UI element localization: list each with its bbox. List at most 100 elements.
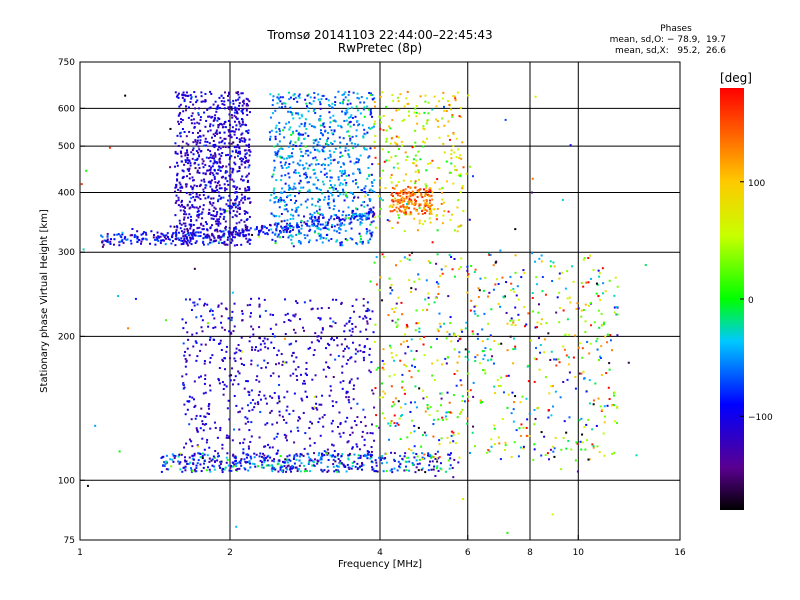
data-point — [187, 338, 190, 341]
data-point — [274, 152, 277, 155]
data-point — [321, 192, 324, 195]
data-point — [313, 465, 316, 468]
data-point — [196, 303, 199, 306]
data-point — [223, 100, 226, 103]
data-point — [413, 198, 416, 201]
data-point — [214, 207, 217, 210]
data-point — [307, 347, 310, 350]
data-point — [305, 361, 308, 364]
data-point — [186, 462, 189, 465]
data-point — [300, 397, 303, 400]
data-point — [460, 410, 463, 413]
data-point — [430, 204, 433, 207]
data-point — [549, 358, 552, 361]
data-point — [229, 199, 232, 202]
data-point — [298, 117, 301, 120]
data-point — [176, 172, 179, 175]
data-point — [235, 468, 238, 471]
data-point — [213, 317, 216, 320]
data-point — [218, 184, 221, 187]
data-point — [331, 430, 334, 433]
data-point — [249, 227, 252, 230]
data-point — [269, 224, 272, 227]
data-point — [198, 171, 201, 174]
data-point — [219, 166, 222, 169]
data-point — [175, 95, 178, 98]
data-point — [226, 458, 229, 461]
data-point — [276, 143, 279, 146]
data-point — [348, 156, 351, 159]
data-point — [452, 144, 455, 147]
data-point — [261, 452, 264, 455]
data-point — [369, 453, 372, 456]
data-point — [286, 458, 289, 461]
data-point — [279, 96, 282, 99]
data-point — [211, 188, 214, 191]
data-point — [339, 241, 342, 244]
data-point — [395, 325, 398, 328]
data-point — [288, 454, 291, 457]
data-point — [295, 171, 298, 174]
data-point — [427, 162, 430, 165]
data-point — [391, 319, 394, 322]
data-point — [332, 320, 335, 323]
data-point — [473, 271, 476, 274]
data-point — [352, 196, 355, 199]
data-point — [85, 169, 88, 172]
data-point — [344, 147, 347, 150]
data-point — [131, 234, 134, 237]
data-point — [325, 175, 328, 178]
data-point — [466, 422, 469, 425]
data-point — [270, 468, 273, 471]
data-point — [216, 220, 219, 223]
data-point — [209, 150, 212, 153]
data-point — [369, 94, 372, 97]
data-point — [354, 465, 357, 468]
data-point — [388, 277, 391, 280]
data-point — [188, 456, 191, 459]
data-point — [292, 214, 295, 217]
data-point — [248, 138, 251, 141]
data-point — [230, 464, 233, 467]
data-point — [415, 466, 418, 469]
data-point — [303, 301, 306, 304]
data-point — [273, 145, 276, 148]
data-point — [439, 462, 442, 465]
data-point — [202, 134, 205, 137]
data-point — [460, 157, 463, 160]
data-point — [207, 407, 210, 410]
data-point — [343, 223, 346, 226]
data-point — [321, 241, 324, 244]
data-point — [367, 453, 370, 456]
data-point — [273, 197, 276, 200]
data-point — [218, 141, 221, 144]
data-point — [348, 452, 351, 455]
data-point — [457, 335, 460, 338]
data-point — [192, 463, 195, 466]
data-point — [196, 452, 199, 455]
data-point — [436, 207, 439, 210]
data-point — [345, 362, 348, 365]
data-point — [193, 304, 196, 307]
data-point — [242, 448, 245, 451]
data-point — [292, 328, 295, 331]
data-point — [404, 452, 407, 455]
data-point — [223, 209, 226, 212]
data-point — [220, 196, 223, 199]
data-point — [308, 102, 311, 105]
data-point — [438, 100, 441, 103]
data-point — [395, 206, 398, 209]
data-point — [346, 391, 349, 394]
data-point — [233, 156, 236, 159]
data-point — [195, 240, 198, 243]
data-point — [292, 465, 295, 468]
data-point — [403, 469, 406, 472]
data-point — [291, 147, 294, 150]
data-point — [193, 184, 196, 187]
data-point — [349, 433, 352, 436]
data-point — [572, 280, 575, 283]
data-point — [268, 464, 271, 467]
data-point — [548, 392, 551, 395]
data-point — [208, 142, 211, 145]
data-point — [391, 356, 394, 359]
